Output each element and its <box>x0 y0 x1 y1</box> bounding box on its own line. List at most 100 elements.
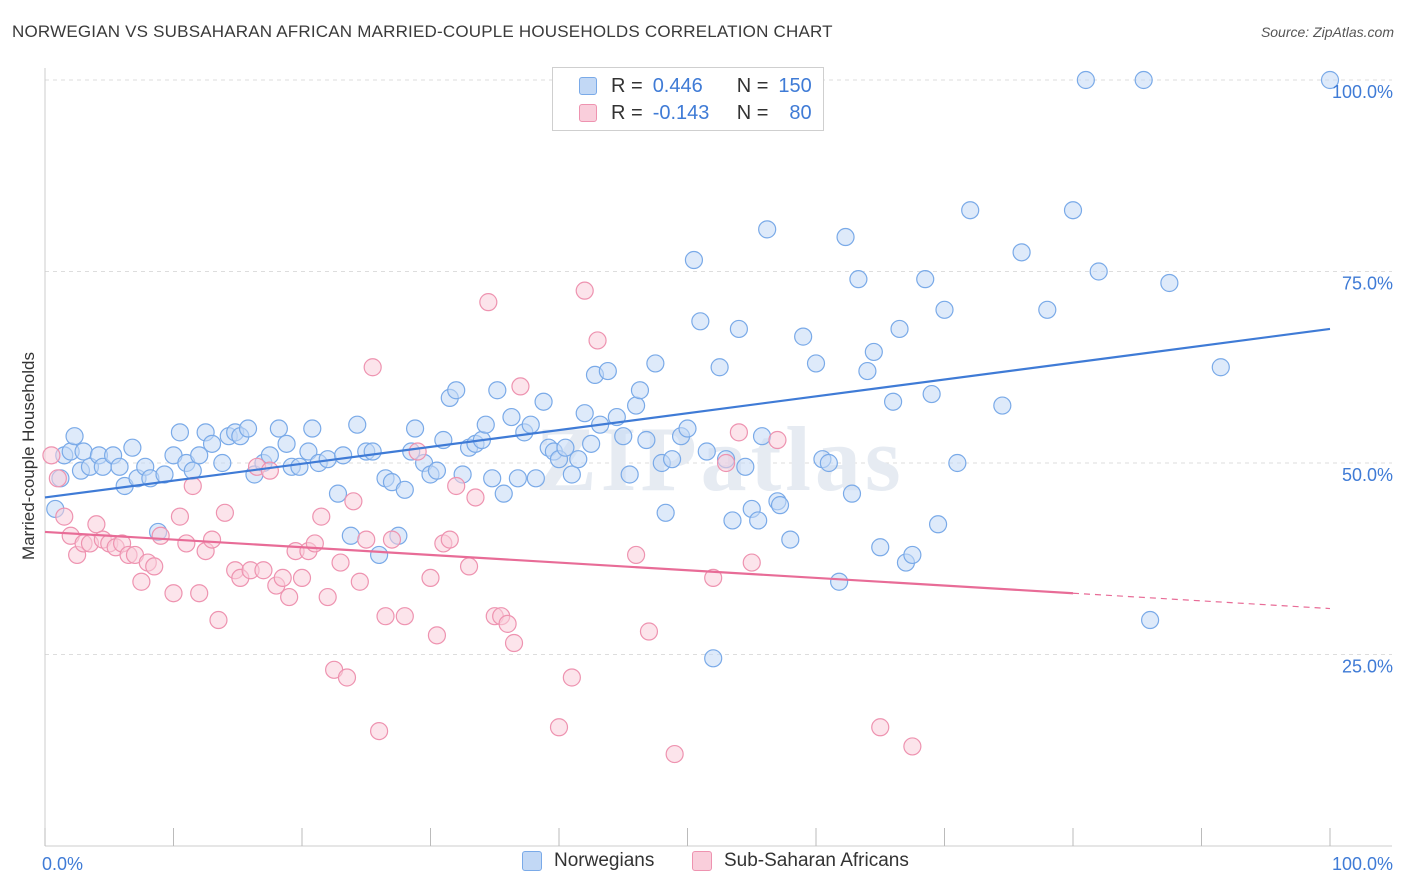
point-norwegian <box>928 515 948 534</box>
r-label: R = <box>611 101 643 124</box>
point-norwegian <box>521 415 540 434</box>
point-subsaharan <box>280 587 299 607</box>
point-subsaharan <box>639 622 659 641</box>
point-subsaharan <box>421 568 440 588</box>
point-norwegian <box>630 381 650 400</box>
point-norwegian <box>494 484 513 503</box>
point-norwegian <box>1134 70 1153 90</box>
point-subsaharan <box>511 377 530 396</box>
point-subsaharan <box>376 607 395 626</box>
point-norwegian <box>684 250 704 270</box>
y-axis-title: Married-couple Households <box>19 352 38 560</box>
point-norwegian <box>890 319 909 339</box>
point-subsaharan <box>183 476 202 496</box>
point-norwegian <box>508 469 527 488</box>
legend-swatch-subsaharan <box>579 104 597 122</box>
point-subsaharan <box>370 721 389 741</box>
point-subsaharan <box>363 358 382 377</box>
point-norwegian <box>582 434 601 453</box>
chart-title: NORWEGIAN VS SUBSAHARAN AFRICAN MARRIED-… <box>12 22 833 41</box>
point-subsaharan <box>209 610 228 630</box>
point-subsaharan <box>716 453 736 473</box>
point-norwegian <box>562 465 581 484</box>
point-norwegian <box>170 423 190 442</box>
point-norwegian <box>556 438 575 457</box>
point-subsaharan <box>48 469 67 488</box>
point-subsaharan <box>132 572 151 591</box>
point-norwegian <box>993 396 1012 415</box>
point-norwegian <box>637 430 656 450</box>
legend-label: Sub-Saharan Africans <box>724 850 909 871</box>
legend-label: Norwegians <box>554 850 655 871</box>
axis-labels: 25.0% 50.0% 75.0% 100.0% 0.0% 100.0% Married-c… <box>19 82 1393 874</box>
point-norwegian <box>819 453 838 473</box>
n-value: 80 <box>789 101 812 124</box>
point-norwegian <box>883 392 903 411</box>
point-norwegian <box>736 457 755 476</box>
point-norwegian <box>849 270 868 289</box>
point-norwegian <box>202 434 222 453</box>
point-norwegian <box>303 419 322 438</box>
point-subsaharan <box>164 584 183 603</box>
point-norwegian <box>842 484 862 503</box>
point-norwegian <box>1140 610 1160 630</box>
point-norwegian <box>534 392 553 411</box>
point-subsaharan <box>447 476 466 496</box>
trend-line-norwegians <box>44 327 1331 499</box>
point-norwegian <box>334 446 353 465</box>
r-value: 0.446 <box>652 74 703 97</box>
point-subsaharan <box>729 423 749 442</box>
point-subsaharan <box>42 446 61 465</box>
point-norwegian <box>1063 201 1083 220</box>
legend-swatch-norwegians <box>522 851 542 871</box>
point-norwegian <box>836 227 855 247</box>
point-norwegian <box>110 457 129 476</box>
point-norwegian <box>864 342 883 362</box>
trend-lines <box>44 327 1331 610</box>
legend-item-subsaharan[interactable]: Sub-Saharan Africans <box>692 850 909 872</box>
point-subsaharan <box>318 587 337 607</box>
point-norwegian <box>1012 243 1031 262</box>
point-subsaharan <box>479 293 498 312</box>
point-norwegian <box>770 496 790 515</box>
point-norwegian <box>758 220 777 239</box>
point-norwegian <box>526 469 545 488</box>
point-subsaharan <box>177 534 196 553</box>
point-norwegian <box>1038 300 1057 319</box>
point-norwegian <box>961 201 980 220</box>
r-label: R = <box>611 74 643 97</box>
point-norwegian <box>213 453 232 473</box>
point-subsaharan <box>459 557 479 576</box>
point-norwegian <box>447 381 466 400</box>
point-subsaharan <box>549 718 569 737</box>
point-norwegian <box>935 300 954 319</box>
point-norwegian <box>341 526 360 545</box>
legend-swatch-norwegians <box>579 77 597 95</box>
y-tick-label: 25.0% <box>1342 657 1393 677</box>
point-subsaharan <box>55 507 74 526</box>
point-norwegian <box>1320 70 1340 90</box>
point-subsaharan <box>215 503 234 522</box>
point-subsaharan <box>871 718 890 737</box>
point-subsaharan <box>903 737 922 756</box>
y-tick-label: 75.0% <box>1342 274 1393 294</box>
point-norwegian <box>488 381 507 400</box>
point-norwegian <box>190 446 209 465</box>
point-subsaharan <box>427 626 447 645</box>
point-norwegian <box>1211 358 1230 377</box>
point-subsaharan <box>190 584 209 603</box>
legend-item-norwegians[interactable]: Norwegians <box>522 850 654 872</box>
point-norwegian <box>704 649 723 668</box>
point-subsaharan <box>145 557 164 576</box>
point-norwegian <box>749 511 768 530</box>
point-norwegian <box>806 354 826 373</box>
point-norwegian <box>1076 70 1095 90</box>
point-norwegian <box>65 427 84 446</box>
point-subsaharan <box>357 530 376 549</box>
y-tick-label: 50.0% <box>1342 465 1393 485</box>
legend-swatch-subsaharan <box>692 851 712 871</box>
point-norwegian <box>858 361 877 381</box>
n-label: N = <box>736 74 769 97</box>
point-norwegian <box>1160 273 1179 293</box>
